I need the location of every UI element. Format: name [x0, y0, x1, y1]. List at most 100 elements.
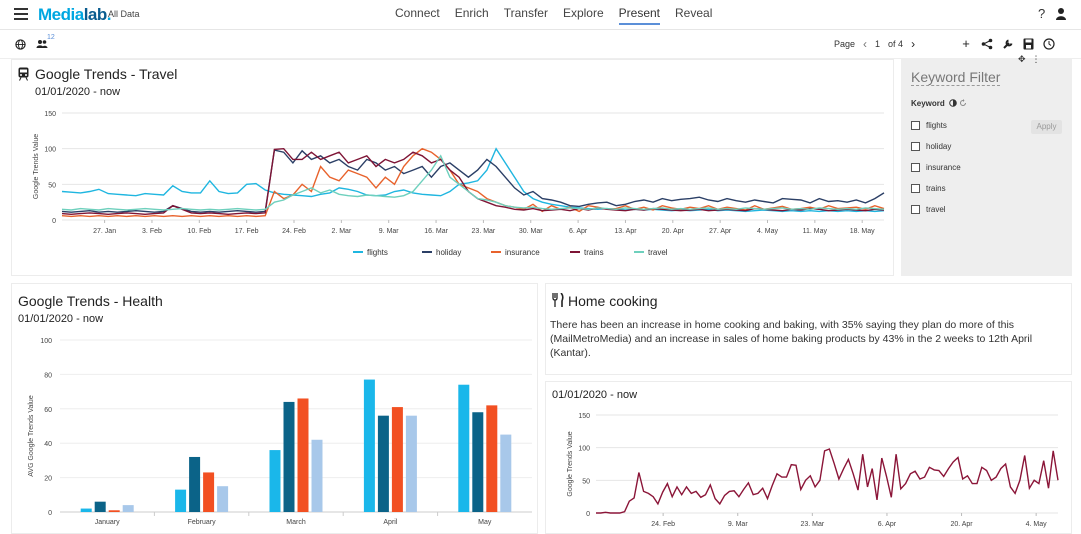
bar-april: [363, 379, 375, 512]
globe-icon[interactable]: [15, 39, 26, 50]
keyword-option-trains[interactable]: trains: [911, 184, 946, 193]
menu-icon[interactable]: [14, 8, 28, 20]
bar-january: [94, 501, 106, 512]
prev-page-icon[interactable]: ‹: [863, 37, 868, 51]
keyword-label-text: trains: [926, 184, 946, 193]
health-bar-chart: 0 20 40 60 80 100 AVG Google Trends Value Janua…: [28, 338, 532, 526]
health-date-range: 01/01/2020 - now: [18, 313, 104, 325]
keyword-option-travel[interactable]: travel: [911, 205, 946, 214]
logo-dot: .: [106, 5, 112, 24]
x-tick-label: 9. Mar: [379, 228, 400, 235]
keyword-option-holiday[interactable]: holiday: [911, 142, 951, 151]
y-axis-label: Google Trends Value: [33, 134, 40, 199]
x-tick-label: 27. Jan: [93, 228, 116, 235]
x-tick-label: 10. Feb: [187, 228, 211, 235]
travel-line-chart: 0 50 100 150 Google Trends Value 27. Jan 3. Fe…: [33, 111, 885, 257]
add-icon[interactable]: +: [962, 36, 970, 51]
y-tick-label: 0: [48, 510, 52, 517]
x-tick-label: 11. May: [803, 228, 828, 235]
keyword-option-flights[interactable]: flights: [911, 121, 947, 130]
y-tick-label: 150: [578, 413, 590, 420]
apply-button[interactable]: Apply: [1031, 120, 1062, 134]
x-tick-label: 20. Apr: [950, 521, 973, 528]
keyword-checkbox[interactable]: [911, 121, 920, 130]
cooking-date-range: 01/01/2020 - now: [552, 389, 638, 401]
home-cooking-panel: Home cooking: [545, 283, 1072, 375]
filter-options-icons: ✥ ⋮: [1018, 54, 1041, 65]
y-tick-label: 100: [578, 446, 590, 453]
next-page-icon[interactable]: ›: [911, 37, 916, 51]
user-icon[interactable]: [1055, 7, 1067, 21]
keyword-checkbox[interactable]: [911, 163, 920, 172]
x-tick-label: 4. May: [757, 228, 779, 235]
y-tick-label: 50: [48, 182, 56, 189]
y-axis-label: Google Trends Value: [567, 431, 574, 496]
bar-january: [80, 508, 92, 512]
travel-chart-title: Google Trends - Travel: [35, 66, 178, 82]
reset-icon[interactable]: [959, 99, 967, 107]
nav-transfer[interactable]: Transfer: [503, 6, 548, 20]
toggle-icon[interactable]: [949, 99, 957, 107]
wrench-icon[interactable]: [1002, 38, 1014, 50]
keyword-option-insurance[interactable]: insurance: [911, 163, 961, 172]
bar-may: [500, 434, 512, 512]
keyword-label-text: travel: [926, 205, 946, 214]
bar-february: [189, 456, 201, 512]
toolbar-actions: +: [960, 37, 1055, 51]
bar-february: [203, 472, 215, 512]
bar-january: [122, 505, 134, 512]
nav-reveal[interactable]: Reveal: [675, 6, 713, 20]
keyword-checkbox[interactable]: [911, 184, 920, 193]
save-icon[interactable]: [1023, 38, 1034, 50]
nav-enrich[interactable]: Enrich: [454, 6, 489, 20]
x-tick-label: 20. Apr: [662, 228, 685, 235]
x-tick-label: 30. Mar: [519, 228, 543, 235]
medialab-logo[interactable]: Medialab.: [38, 5, 112, 24]
nav-explore[interactable]: Explore: [562, 6, 604, 20]
y-tick-label: 0: [52, 218, 56, 225]
bar-march: [297, 398, 309, 512]
x-tick-label: February: [188, 519, 217, 526]
y-tick-label: 80: [44, 372, 52, 379]
series-line-insurance: [61, 147, 885, 218]
nav-connect[interactable]: Connect: [395, 6, 440, 20]
x-tick-label: 3. Feb: [142, 228, 162, 235]
users-icon[interactable]: [36, 39, 48, 49]
y-tick-label: 60: [44, 407, 52, 414]
nav-present[interactable]: Present: [618, 6, 660, 25]
keyword-label: Keyword: [911, 99, 945, 108]
x-tick-label: January: [95, 519, 120, 526]
main-nav: Connect Enrich Transfer Explore Present Revea…: [395, 6, 727, 25]
help-icon[interactable]: ?: [1038, 6, 1046, 21]
pager: Page ‹ 1 of 4 ›: [834, 37, 916, 51]
keyword-label-text: flights: [926, 121, 947, 130]
x-tick-label: 23. Mar: [800, 521, 824, 528]
page-label: Page: [834, 39, 856, 49]
share-icon[interactable]: [981, 38, 993, 50]
page-number[interactable]: 1: [875, 39, 881, 49]
x-tick-label: 4. May: [1026, 521, 1048, 528]
travel-date-range: 01/01/2020 - now: [35, 86, 121, 98]
series-line-flights: [61, 147, 885, 213]
x-tick-label: 6. Apr: [878, 521, 897, 528]
bar-february: [217, 486, 229, 512]
keyword-label-text: holiday: [926, 142, 952, 151]
history-icon[interactable]: [1043, 38, 1055, 50]
series-line-holiday: [61, 149, 885, 213]
y-tick-label: 100: [40, 338, 52, 345]
x-tick-label: 2. Mar: [331, 228, 352, 235]
data-source-label: All Data: [108, 9, 140, 19]
keyword-checkbox[interactable]: [911, 205, 920, 214]
keyword-checkbox[interactable]: [911, 142, 920, 151]
bar-march: [283, 401, 295, 512]
cooking-line-chart: 0 50 100 150 Google Trends Value 24. Feb 9. Ma…: [567, 413, 1059, 528]
y-tick-label: 40: [44, 441, 52, 448]
more-icon[interactable]: ⋮: [1031, 54, 1041, 64]
y-tick-label: 0: [586, 511, 590, 518]
train-icon: [18, 67, 29, 81]
bar-march: [311, 439, 323, 512]
x-tick-label: 16. Mar: [424, 228, 448, 235]
move-icon[interactable]: ✥: [1018, 54, 1026, 64]
keyword-filter-panel: Keyword Filter Keyword Apply flights holi…: [901, 59, 1072, 276]
home-cooking-title: Home cooking: [568, 293, 658, 309]
